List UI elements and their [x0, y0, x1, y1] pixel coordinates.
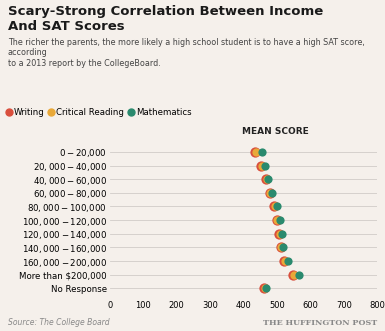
Point	[279, 231, 285, 236]
Point	[274, 204, 280, 209]
Point	[277, 231, 283, 236]
Point	[276, 231, 282, 236]
Point	[277, 217, 283, 223]
Point	[280, 245, 286, 250]
Point	[271, 204, 277, 209]
Text: MEAN SCORE: MEAN SCORE	[242, 127, 309, 136]
Point	[265, 176, 271, 182]
Text: And SAT Scores: And SAT Scores	[8, 20, 124, 33]
Text: Scary-Strong Correlation Between Income: Scary-Strong Correlation Between Income	[8, 5, 323, 18]
Point	[285, 259, 291, 264]
Point	[263, 286, 270, 291]
Point	[271, 204, 278, 209]
Point	[278, 245, 284, 250]
Point	[290, 272, 296, 277]
Point	[274, 217, 280, 223]
Point	[267, 190, 273, 196]
Point	[267, 190, 273, 196]
Point	[259, 163, 265, 168]
Point	[263, 176, 270, 182]
Point	[274, 217, 280, 223]
Point	[281, 259, 287, 264]
Text: The richer the parents, the more likely a high school student is to have a high : The richer the parents, the more likely …	[8, 38, 365, 68]
Point	[258, 163, 264, 168]
Point	[278, 245, 285, 250]
Point	[281, 259, 288, 264]
Text: Source: The College Board: Source: The College Board	[8, 318, 109, 327]
Point	[261, 286, 267, 291]
Point	[268, 190, 275, 196]
Point	[263, 176, 270, 182]
Point	[259, 149, 265, 155]
Point	[253, 149, 259, 155]
Legend: Writing, Critical Reading, Mathematics: Writing, Critical Reading, Mathematics	[3, 105, 195, 120]
Point	[252, 149, 258, 155]
Point	[291, 272, 298, 277]
Point	[296, 272, 303, 277]
Point	[262, 163, 268, 168]
Point	[262, 286, 268, 291]
Text: THE HUFFINGTON POST: THE HUFFINGTON POST	[263, 319, 377, 327]
